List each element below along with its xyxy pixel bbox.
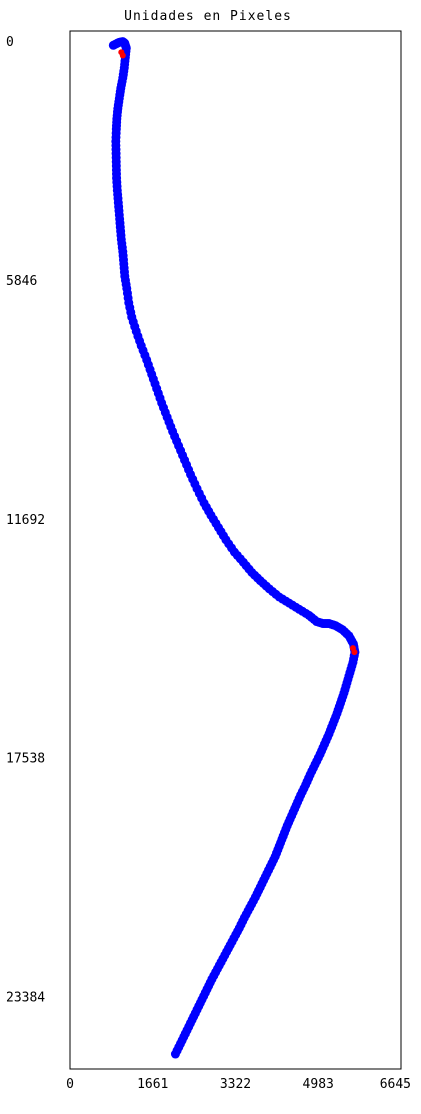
x-tick-label: 1661: [137, 1077, 168, 1092]
highlight-points: [118, 49, 358, 656]
y-tick-label: 17538: [6, 752, 45, 767]
y-tick-label: 0: [6, 35, 14, 50]
x-tick-label: 0: [66, 1077, 74, 1092]
series-points: [108, 37, 360, 1059]
plot-frame: [69, 30, 402, 1070]
y-tick-label: 23384: [6, 991, 45, 1006]
x-tick-label: 4983: [303, 1077, 334, 1092]
highlight-point: [119, 52, 126, 59]
chart-title: Unidades en Pixeles: [124, 9, 292, 24]
x-axis: 0 1661 3322 4983 6645: [66, 1077, 411, 1092]
x-tick-label: 6645: [380, 1077, 411, 1092]
y-tick-label: 5846: [6, 274, 37, 289]
y-axis: 0 5846 11692 17538 23384: [6, 35, 45, 1006]
y-tick-label: 11692: [6, 513, 45, 528]
data-point: [170, 1049, 180, 1059]
x-tick-label: 3322: [220, 1077, 251, 1092]
highlight-point: [351, 649, 358, 656]
